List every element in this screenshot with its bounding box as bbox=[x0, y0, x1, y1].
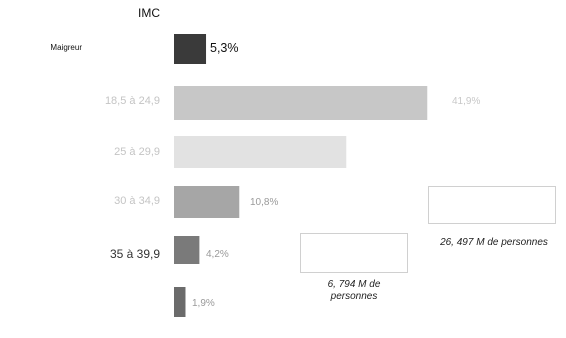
range-label-5: 35 à 39,9 bbox=[109, 247, 160, 261]
bar-4 bbox=[174, 186, 240, 218]
bar-3 bbox=[174, 136, 347, 168]
count-right: 26, 497 M de personnes bbox=[440, 237, 548, 248]
bar-2 bbox=[174, 86, 428, 120]
range-label-2: 18,5 à 24,9 bbox=[104, 95, 160, 107]
count-middle: 6, 794 M de personnes bbox=[327, 279, 381, 302]
bar-6 bbox=[174, 287, 186, 317]
category-label-1: Maigreur bbox=[50, 43, 82, 52]
value-label-6: 1,9% bbox=[192, 298, 215, 309]
value-label-5: 4,2% bbox=[206, 249, 229, 260]
range-label-4: 30 à 34,9 bbox=[114, 195, 160, 207]
callout-box-middle bbox=[300, 233, 408, 273]
range-label-3: 25 à 29,9 bbox=[114, 146, 160, 158]
callout-box-right bbox=[428, 186, 556, 224]
value-label-4: 10,8% bbox=[250, 197, 279, 208]
value-label-2: 41,9% bbox=[452, 96, 481, 107]
column-title: IMC bbox=[138, 6, 160, 20]
value-label-1: 5,3% bbox=[210, 41, 239, 55]
bar-5 bbox=[174, 236, 200, 264]
bar-1 bbox=[174, 34, 207, 64]
